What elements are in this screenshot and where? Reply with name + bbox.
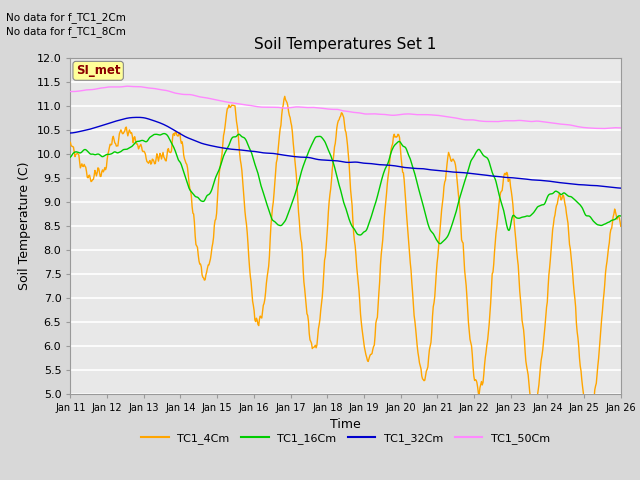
Text: No data for f_TC1_8Cm: No data for f_TC1_8Cm (6, 26, 126, 37)
Text: No data for f_TC1_2Cm: No data for f_TC1_2Cm (6, 12, 126, 23)
Text: SI_met: SI_met (76, 64, 120, 77)
X-axis label: Time: Time (330, 418, 361, 431)
Title: Soil Temperatures Set 1: Soil Temperatures Set 1 (255, 37, 436, 52)
Y-axis label: Soil Temperature (C): Soil Temperature (C) (18, 161, 31, 290)
Legend: TC1_4Cm, TC1_16Cm, TC1_32Cm, TC1_50Cm: TC1_4Cm, TC1_16Cm, TC1_32Cm, TC1_50Cm (136, 429, 555, 448)
